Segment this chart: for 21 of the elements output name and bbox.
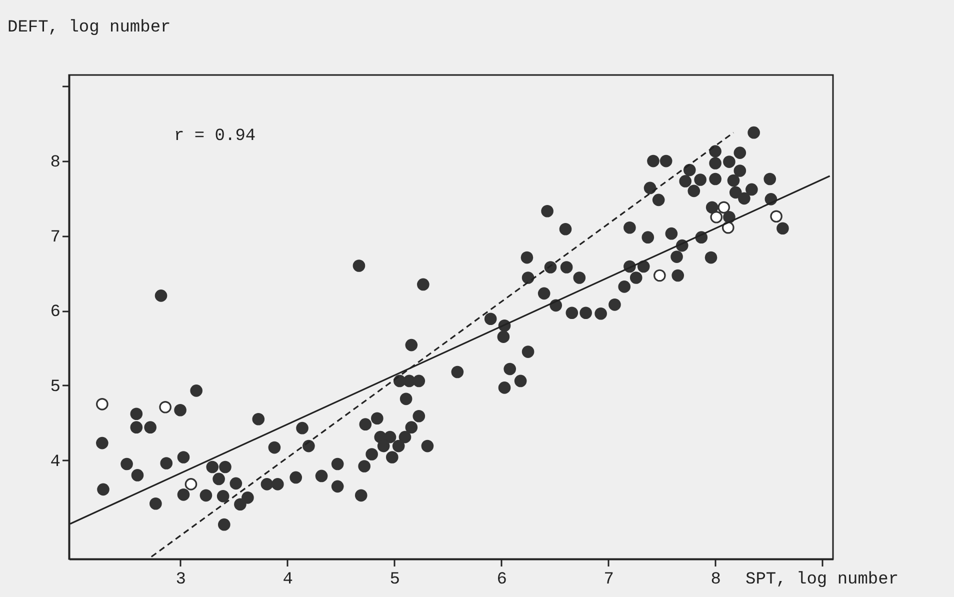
x-tick-label: 8 — [710, 570, 721, 590]
y-tick-label: 8 — [50, 154, 60, 173]
y-tick-label: 6 — [50, 303, 60, 322]
y-tick-label: 7 — [50, 228, 60, 248]
x-tick-label: 6 — [496, 570, 507, 590]
x-tick-label: 3 — [176, 570, 186, 590]
point — [653, 269, 666, 282]
point — [770, 210, 782, 223]
x-tick-label: 7 — [604, 570, 614, 590]
annotation: r = 0.94 — [174, 127, 256, 146]
x-tick-label: 5 — [390, 570, 400, 590]
point — [718, 201, 730, 214]
point — [184, 478, 198, 490]
point — [159, 400, 172, 414]
y-tick-label: 4 — [50, 452, 60, 472]
point — [96, 398, 108, 410]
y-axis-title: DEFT, log number — [8, 18, 171, 38]
point — [710, 210, 723, 224]
x-tick-label: 4 — [282, 570, 293, 590]
y-tick-label: 5 — [50, 378, 60, 397]
x-axis-title: SPT, log number — [746, 570, 899, 590]
